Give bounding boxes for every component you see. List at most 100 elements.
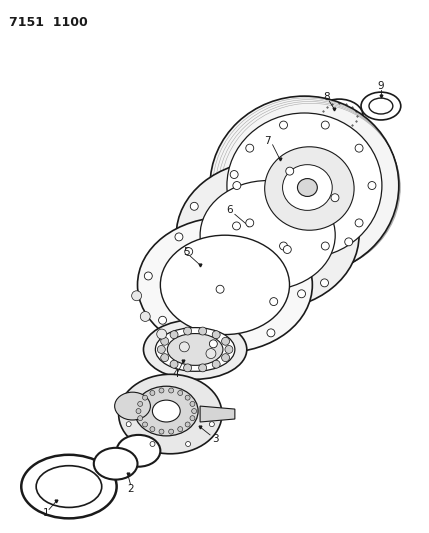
Circle shape — [159, 388, 164, 393]
Circle shape — [185, 422, 190, 427]
Polygon shape — [200, 406, 235, 422]
Circle shape — [216, 285, 224, 293]
Ellipse shape — [36, 466, 102, 507]
Ellipse shape — [138, 217, 312, 352]
Circle shape — [246, 144, 254, 152]
Circle shape — [192, 409, 196, 414]
Ellipse shape — [94, 448, 138, 480]
Ellipse shape — [160, 235, 290, 335]
Circle shape — [157, 329, 167, 339]
Circle shape — [159, 316, 166, 324]
Circle shape — [150, 441, 155, 447]
Circle shape — [368, 182, 376, 190]
Circle shape — [161, 354, 169, 361]
Ellipse shape — [200, 181, 335, 290]
Ellipse shape — [115, 392, 151, 420]
Circle shape — [331, 194, 339, 201]
Circle shape — [184, 327, 192, 335]
Circle shape — [280, 242, 287, 250]
Circle shape — [179, 342, 189, 352]
Ellipse shape — [119, 374, 222, 454]
Text: 7: 7 — [264, 136, 271, 146]
Circle shape — [320, 279, 329, 287]
Ellipse shape — [117, 435, 160, 467]
Ellipse shape — [210, 96, 399, 275]
Ellipse shape — [283, 165, 332, 211]
Circle shape — [321, 242, 329, 250]
Circle shape — [126, 422, 131, 426]
Ellipse shape — [265, 147, 354, 230]
Circle shape — [280, 121, 287, 129]
Circle shape — [161, 337, 169, 345]
Text: 3: 3 — [211, 434, 218, 444]
Circle shape — [140, 311, 150, 321]
Circle shape — [150, 391, 155, 395]
Ellipse shape — [326, 107, 352, 125]
Circle shape — [355, 219, 363, 227]
Circle shape — [233, 182, 241, 190]
Text: 8: 8 — [323, 92, 329, 102]
Circle shape — [170, 331, 178, 338]
Circle shape — [142, 395, 148, 400]
Circle shape — [270, 297, 278, 305]
Ellipse shape — [369, 98, 393, 114]
Circle shape — [199, 327, 207, 335]
Circle shape — [222, 354, 230, 361]
Text: 4: 4 — [172, 369, 178, 379]
Ellipse shape — [135, 386, 198, 436]
Ellipse shape — [143, 320, 247, 379]
Circle shape — [169, 429, 174, 434]
Ellipse shape — [297, 179, 317, 197]
Ellipse shape — [167, 334, 223, 365]
Circle shape — [230, 171, 238, 179]
Circle shape — [283, 246, 291, 254]
Circle shape — [190, 401, 195, 406]
Circle shape — [185, 248, 193, 256]
Text: 6: 6 — [227, 205, 233, 215]
Circle shape — [222, 337, 230, 345]
Circle shape — [225, 345, 233, 353]
Ellipse shape — [361, 92, 401, 120]
Circle shape — [246, 219, 254, 227]
Text: 1: 1 — [43, 508, 49, 519]
Circle shape — [186, 441, 190, 447]
Ellipse shape — [152, 400, 180, 422]
Text: 9: 9 — [378, 81, 384, 91]
Ellipse shape — [315, 99, 363, 133]
Circle shape — [136, 409, 141, 414]
Text: 5: 5 — [183, 247, 190, 257]
Circle shape — [178, 426, 183, 432]
Circle shape — [184, 364, 192, 372]
Circle shape — [190, 416, 195, 421]
Circle shape — [132, 291, 142, 301]
Ellipse shape — [227, 113, 382, 258]
Text: 2: 2 — [127, 483, 134, 494]
Circle shape — [212, 331, 220, 338]
Circle shape — [286, 167, 294, 175]
Circle shape — [345, 238, 353, 246]
Circle shape — [209, 422, 214, 426]
Circle shape — [199, 364, 207, 372]
Circle shape — [355, 144, 363, 152]
Circle shape — [142, 422, 148, 427]
Circle shape — [144, 272, 152, 280]
Circle shape — [150, 426, 155, 432]
Text: 7151  1100: 7151 1100 — [9, 15, 88, 29]
Circle shape — [206, 349, 216, 359]
Circle shape — [185, 395, 190, 400]
Circle shape — [138, 416, 143, 421]
Circle shape — [157, 345, 165, 353]
Circle shape — [298, 290, 305, 298]
Circle shape — [169, 388, 174, 393]
Circle shape — [321, 121, 329, 129]
Ellipse shape — [155, 328, 235, 372]
Circle shape — [212, 360, 220, 368]
Circle shape — [233, 222, 241, 230]
Circle shape — [178, 391, 183, 395]
Circle shape — [175, 233, 183, 241]
Circle shape — [209, 340, 218, 348]
Circle shape — [170, 360, 178, 368]
Circle shape — [138, 401, 143, 406]
Circle shape — [159, 429, 164, 434]
Circle shape — [190, 203, 198, 211]
